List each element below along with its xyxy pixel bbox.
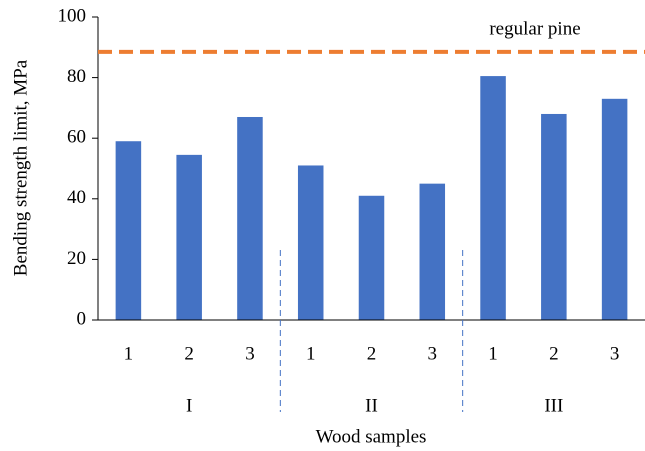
group-label: I xyxy=(186,395,192,416)
bar xyxy=(237,116,263,321)
bar xyxy=(358,195,385,320)
x-tick-label: 2 xyxy=(549,343,559,364)
x-tick-label: 1 xyxy=(488,343,498,364)
x-tick-label: 3 xyxy=(428,343,438,364)
x-tick-label: 1 xyxy=(306,343,316,364)
group-label: II xyxy=(365,395,378,416)
y-tick-label: 20 xyxy=(67,248,86,269)
y-tick-label: 100 xyxy=(58,5,87,26)
x-tick-label: 3 xyxy=(610,343,620,364)
bar xyxy=(297,165,324,320)
x-axis-label: Wood samples xyxy=(316,426,427,447)
bar xyxy=(176,154,202,320)
y-tick-label: 0 xyxy=(77,308,87,329)
x-tick-label: 2 xyxy=(367,343,377,364)
bar xyxy=(541,113,567,321)
y-tick-label: 60 xyxy=(67,127,86,148)
group-label: III xyxy=(544,395,563,416)
reference-label: regular pine xyxy=(489,18,580,39)
bar xyxy=(419,183,446,320)
x-tick-label: 2 xyxy=(184,343,194,364)
y-axis-label: Bending strength limit, MPa xyxy=(10,59,31,276)
bar xyxy=(601,98,628,320)
y-tick-label: 40 xyxy=(67,187,86,208)
x-tick-label: 3 xyxy=(245,343,255,364)
y-tick-label: 80 xyxy=(67,66,86,87)
bar xyxy=(480,76,506,321)
x-tick-label: 1 xyxy=(124,343,134,364)
bar xyxy=(115,141,142,320)
